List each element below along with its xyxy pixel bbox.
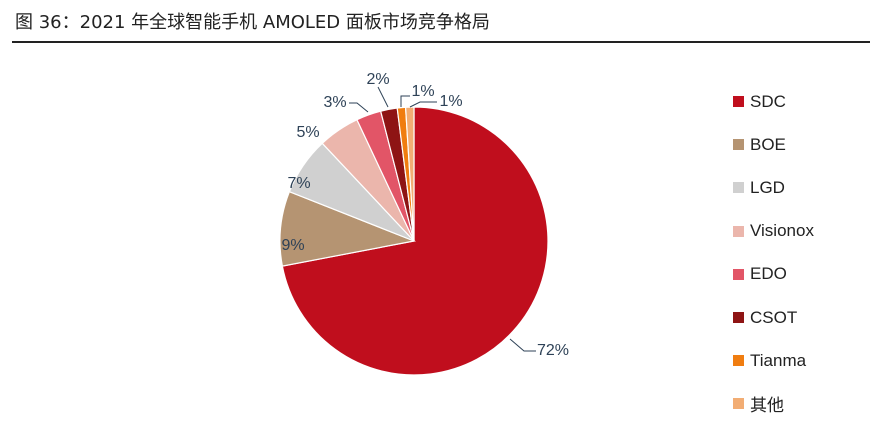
- pie-slice-其他: [404, 106, 415, 242]
- data-label-sdc: 72%: [537, 342, 569, 359]
- legend-item: SDC: [733, 80, 814, 123]
- legend-label: Tianma: [750, 350, 807, 370]
- legend-label: Visionox: [750, 221, 814, 241]
- legend-item: EDO: [733, 253, 814, 296]
- legend-swatch: [733, 268, 744, 280]
- data-label-boe: 9%: [281, 237, 304, 254]
- legend-swatch: [733, 96, 744, 108]
- data-label-其他: 1%: [439, 93, 462, 110]
- legend-swatch: [733, 312, 744, 324]
- legend-item: LGD: [733, 166, 814, 209]
- legend-label: SDC: [750, 91, 786, 111]
- legend-item: CSOT: [733, 296, 814, 339]
- legend-swatch: [733, 355, 744, 367]
- title-divider: [12, 41, 870, 43]
- legend-label: 其他: [750, 396, 784, 416]
- legend-item: Tianma: [733, 339, 814, 382]
- data-label-edo: 3%: [323, 94, 346, 111]
- data-label-visionox: 5%: [296, 124, 319, 141]
- legend-swatch: [733, 139, 744, 151]
- legend-item: 其他: [733, 382, 814, 425]
- legend-swatch: [733, 398, 744, 410]
- pie-chart: 72% 9% 7% 5%3% 2% 1% 1%: [279, 71, 569, 376]
- leader-line: [409, 101, 437, 108]
- leader-line: [349, 102, 369, 113]
- leader-line: [377, 86, 389, 108]
- chart-legend: SDC BOE LGD Visionox EDO CSOT Tianma 其他: [733, 80, 814, 426]
- legend-item: Visionox: [733, 210, 814, 253]
- legend-label: CSOT: [750, 307, 798, 327]
- legend-label: BOE: [750, 134, 786, 154]
- figure-title: 图 36：2021 年全球智能手机 AMOLED 面板市场竞争格局: [15, 12, 490, 33]
- leader-line: [400, 95, 410, 107]
- data-label-tianma: 1%: [411, 83, 434, 100]
- legend-swatch: [733, 225, 744, 237]
- legend-item: BOE: [733, 123, 814, 166]
- legend-swatch: [733, 182, 744, 194]
- data-label-csot: 2%: [366, 71, 389, 88]
- legend-label: EDO: [750, 264, 787, 284]
- legend-label: LGD: [750, 177, 785, 197]
- leader-line: [509, 338, 536, 352]
- data-label-lgd: 7%: [287, 175, 310, 192]
